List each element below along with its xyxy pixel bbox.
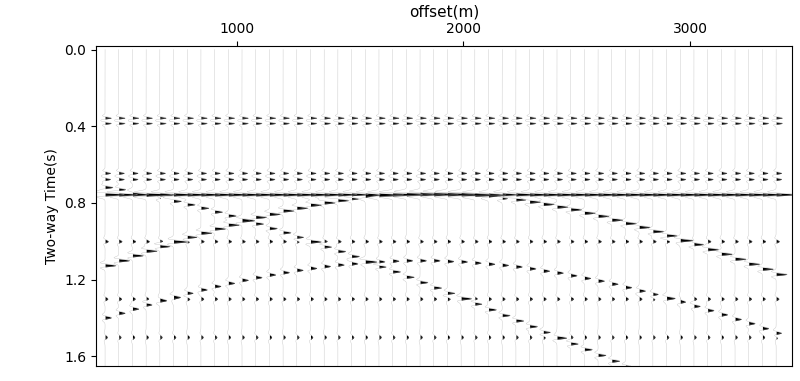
X-axis label: offset(m): offset(m) [409, 5, 479, 19]
Y-axis label: Two-way Time(s): Two-way Time(s) [45, 148, 58, 264]
